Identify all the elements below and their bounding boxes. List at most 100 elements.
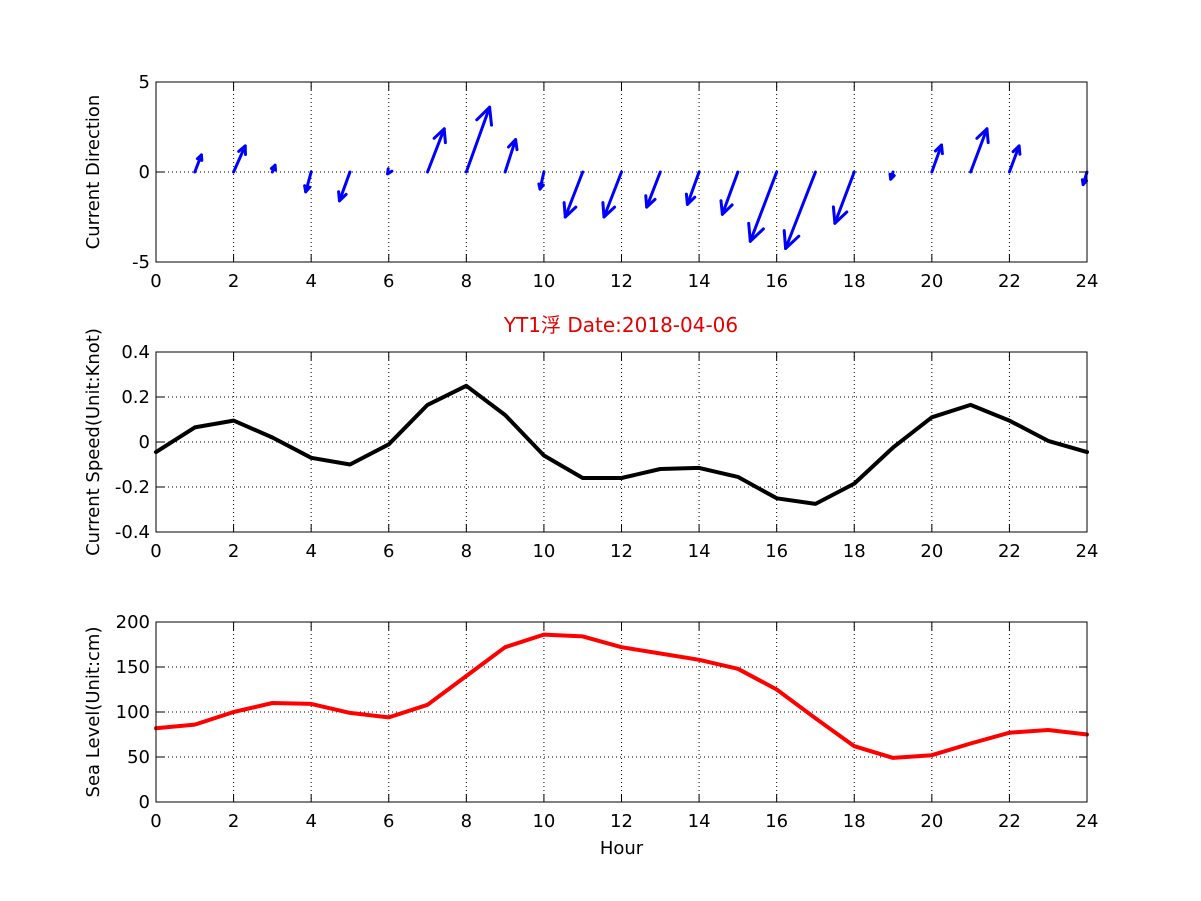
current-direction-ylabel: Current Direction bbox=[83, 95, 104, 250]
current-speed-axes: 0 2 4 6 8 10 12 14 16 18 20 22 24-0.4-0.200.20.4Curr… bbox=[83, 328, 1098, 562]
current-arrow-head bbox=[432, 127, 447, 145]
current-arrow-head bbox=[684, 192, 697, 206]
y-tick-label: 0 bbox=[139, 792, 150, 813]
x-tick-label: 24 bbox=[1076, 271, 1099, 292]
x-tick-label: 18 bbox=[843, 811, 866, 832]
x-tick-label: 8 bbox=[461, 541, 472, 562]
current-arrow bbox=[426, 127, 447, 174]
y-tick-label: 200 bbox=[116, 612, 150, 633]
x-tick-label: 16 bbox=[765, 811, 788, 832]
current-arrow-head bbox=[507, 138, 519, 152]
current-arrow-head bbox=[719, 199, 734, 216]
x-tick-label: 0 bbox=[150, 541, 161, 562]
x-tick-label: 14 bbox=[688, 541, 711, 562]
current-arrow-head bbox=[644, 194, 657, 209]
x-tick-label: 4 bbox=[305, 811, 316, 832]
current-arrow-head bbox=[831, 205, 849, 225]
current-speed-series-line bbox=[154, 383, 1089, 506]
x-tick-label: 10 bbox=[532, 811, 555, 832]
current-arrow bbox=[303, 170, 313, 194]
current-arrow bbox=[644, 170, 662, 209]
current-arrow-shaft bbox=[685, 170, 701, 206]
x-tick-label: 10 bbox=[532, 541, 555, 562]
current-speed-ylabel: Current Speed(Unit:Knot) bbox=[83, 328, 104, 556]
y-tick-label: 150 bbox=[116, 657, 150, 678]
x-tick-label: 12 bbox=[610, 811, 633, 832]
sea-level-ylabel: Sea Level(Unit:cm) bbox=[83, 627, 104, 798]
x-tick-label: 18 bbox=[843, 271, 866, 292]
x-tick-label: 2 bbox=[228, 271, 239, 292]
x-tick-label: 4 bbox=[305, 271, 316, 292]
current-arrow-head bbox=[237, 144, 247, 156]
current-arrow-head bbox=[1011, 144, 1022, 156]
x-tick-label: 8 bbox=[461, 811, 472, 832]
x-tick-label: 14 bbox=[688, 271, 711, 292]
x-tick-label: 6 bbox=[383, 541, 394, 562]
current-arrow-head bbox=[747, 221, 765, 243]
current-arrow-shaft bbox=[720, 170, 740, 216]
current-arrow-shaft bbox=[1007, 144, 1021, 174]
y-tick-label: -0.4 bbox=[115, 522, 150, 543]
current-arrow-head bbox=[782, 229, 801, 250]
x-tick-label: 2 bbox=[228, 811, 239, 832]
current-arrow-shaft bbox=[426, 127, 446, 174]
y-tick-label: 0.2 bbox=[121, 387, 150, 408]
current-arrow bbox=[969, 127, 990, 174]
x-tick-label: 2 bbox=[228, 541, 239, 562]
current-arrow bbox=[747, 170, 779, 243]
y-tick-label: 100 bbox=[116, 702, 150, 723]
x-tick-label: 22 bbox=[998, 811, 1021, 832]
current-arrow bbox=[337, 170, 352, 203]
y-tick-label: 0.4 bbox=[121, 342, 150, 363]
y-tick-label: 0 bbox=[139, 162, 150, 183]
current-arrow-head bbox=[1080, 178, 1088, 187]
current-arrow-shaft bbox=[602, 170, 623, 219]
current-arrow bbox=[232, 144, 247, 174]
x-tick-label: 8 bbox=[461, 271, 472, 292]
x-tick-label: 0 bbox=[150, 271, 161, 292]
current-arrow-shaft bbox=[784, 170, 817, 250]
x-tick-label: 12 bbox=[610, 541, 633, 562]
current-arrow-head bbox=[888, 172, 896, 181]
y-tick-label: 5 bbox=[139, 72, 150, 93]
x-tick-label: 16 bbox=[765, 271, 788, 292]
current-arrow-head bbox=[933, 143, 944, 156]
current-arrow bbox=[684, 170, 701, 206]
current-arrow-shaft bbox=[748, 170, 779, 243]
current-arrow-head bbox=[337, 190, 348, 203]
current-arrow bbox=[719, 170, 740, 216]
current-arrow bbox=[537, 170, 546, 191]
current-arrow bbox=[386, 167, 394, 176]
current-arrow-head bbox=[303, 184, 312, 194]
current-arrow bbox=[831, 170, 856, 225]
current-arrow-head bbox=[562, 201, 578, 219]
x-tick-label: 22 bbox=[998, 271, 1021, 292]
x-tick-label: 24 bbox=[1076, 811, 1099, 832]
x-tick-label: 6 bbox=[383, 811, 394, 832]
current-arrow-head bbox=[537, 182, 545, 191]
x-tick-label: 0 bbox=[150, 811, 161, 832]
chart-title: YT1浮 Date:2018-04-06 bbox=[503, 313, 738, 337]
current-arrow-head bbox=[475, 105, 493, 127]
current-arrow bbox=[782, 170, 817, 250]
current-arrow-head bbox=[601, 201, 617, 219]
current-arrow-shaft bbox=[464, 105, 492, 174]
current-arrow-shaft bbox=[337, 170, 352, 203]
x-tick-label: 14 bbox=[688, 811, 711, 832]
y-tick-label: -5 bbox=[132, 252, 150, 273]
x-tick-label: 6 bbox=[383, 271, 394, 292]
current-arrow-shaft bbox=[930, 143, 944, 174]
sea-level-xlabel: Hour bbox=[600, 838, 644, 859]
current-arrow bbox=[269, 163, 277, 174]
current-arrow-shaft bbox=[969, 127, 989, 174]
current-arrow-head bbox=[975, 127, 990, 145]
x-tick-label: 18 bbox=[843, 541, 866, 562]
current-arrow-shaft bbox=[503, 138, 518, 174]
current-arrow-shaft bbox=[833, 170, 856, 225]
current-arrow bbox=[193, 153, 204, 174]
x-tick-label: 20 bbox=[920, 541, 943, 562]
